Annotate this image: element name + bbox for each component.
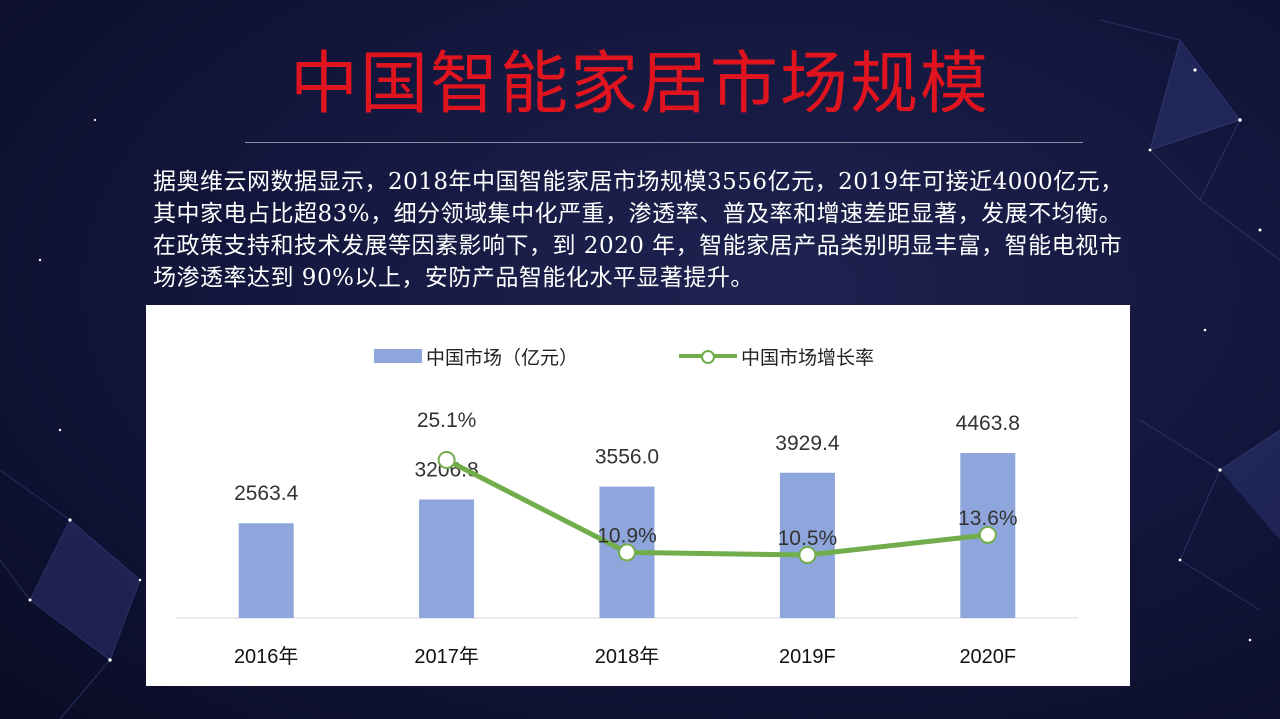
- growth-label-3: 10.5%: [778, 527, 838, 550]
- bar-0: [238, 523, 294, 618]
- chart-legend: 中国市场（亿元） 中国市场增长率: [146, 341, 1130, 371]
- intro-paragraph: 据奥维云网数据显示，2018年中国智能家居市场规模3556亿元，2019年可接近…: [153, 169, 1124, 291]
- legend-label-market: 中国市场（亿元）: [426, 347, 579, 369]
- legend-item-growth: 中国市场增长率: [679, 341, 874, 371]
- growth-label-4: 13.6%: [958, 507, 1018, 530]
- bar-value-label-1: 3206.8: [414, 458, 478, 481]
- category-label-4: 2020F: [959, 646, 1016, 668]
- bar-value-label-2: 3556.0: [595, 446, 659, 469]
- category-label-0: 2016年: [234, 645, 299, 668]
- bar-3: [779, 472, 835, 618]
- category-label-1: 2017年: [414, 645, 479, 668]
- bar-value-label-4: 4463.8: [956, 412, 1020, 435]
- legend-item-market: 中国市场（亿元）: [374, 341, 578, 371]
- legend-swatch-line: [679, 349, 737, 364]
- category-label-2: 2018年: [595, 645, 660, 668]
- title-divider: [245, 142, 1083, 143]
- bar-value-label-0: 2563.4: [234, 482, 299, 505]
- legend-label-growth: 中国市场增长率: [741, 347, 875, 369]
- legend-swatch-bar: [374, 349, 422, 363]
- bar-1: [419, 499, 475, 618]
- combo-chart: 2563.4 3206.8 3556.0 3929.4 4463.8 25.1% 10.9…: [176, 409, 1078, 668]
- growth-point-3: [798, 546, 817, 564]
- growth-label-1: 25.1%: [417, 409, 477, 432]
- growth-point-2: [618, 543, 636, 562]
- growth-rate-line: [445, 457, 989, 558]
- category-label-3: 2019F: [779, 646, 836, 668]
- growth-point-1: [437, 451, 456, 469]
- page-title: 中国智能家居市场规模: [289, 45, 990, 124]
- bar-value-label-3: 3929.4: [775, 432, 840, 455]
- growth-point-4: [978, 525, 997, 544]
- chart-panel: 2563.4 3206.8 3556.0 3929.4 4463.8 25.1% 10.9…: [146, 305, 1130, 686]
- growth-label-2: 10.9%: [597, 524, 657, 547]
